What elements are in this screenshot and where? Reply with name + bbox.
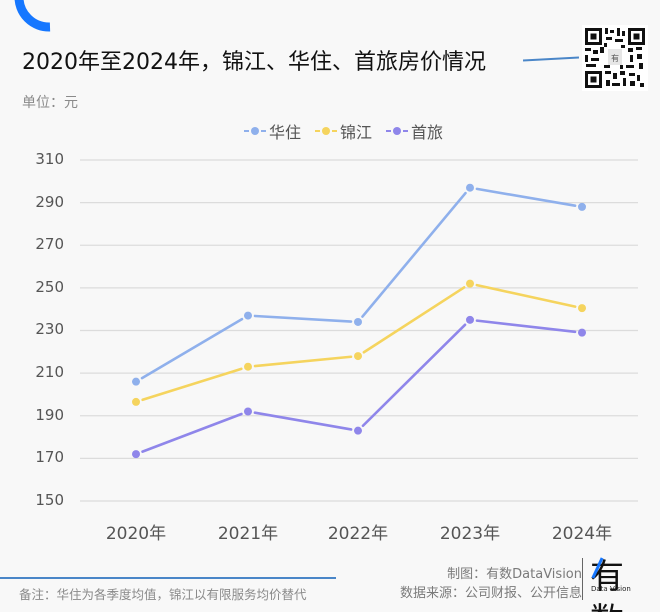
series-line — [141, 367, 243, 402]
data-point[interactable] — [578, 328, 586, 337]
data-point[interactable] — [466, 315, 474, 324]
y-tick: 250 — [35, 278, 64, 296]
data-point[interactable] — [466, 183, 474, 192]
y-tick: 290 — [35, 193, 64, 211]
x-tick: 2021年 — [217, 524, 279, 544]
decorative-arc — [14, 0, 51, 32]
legend-label: 锦江 — [340, 123, 373, 142]
series-line — [141, 412, 243, 453]
data-point[interactable] — [244, 362, 252, 371]
y-tick: 210 — [35, 363, 64, 381]
chart-legend: 华住 锦江 首旅 — [244, 119, 443, 143]
x-tick: 2023年 — [439, 524, 501, 544]
legend-item-huazhu[interactable]: 华住 — [244, 119, 301, 143]
data-point[interactable] — [354, 426, 362, 435]
data-point[interactable] — [466, 279, 474, 288]
legend-marker-icon — [386, 126, 409, 136]
series-line — [475, 187, 577, 208]
data-point[interactable] — [578, 202, 586, 211]
footer-rule — [0, 577, 336, 579]
series-line — [253, 314, 353, 323]
data-point[interactable] — [244, 407, 252, 416]
series-line — [475, 319, 577, 334]
x-tick: 2020年 — [105, 524, 167, 544]
logo-subtext: Data Vision — [591, 585, 631, 593]
chart-title: 2020年至2024年，锦江、华住、首旅房价情况 — [22, 50, 486, 75]
series-line — [362, 286, 466, 354]
data-source: 数据来源：公司财报、公开信息 — [399, 586, 582, 601]
series-line — [253, 355, 353, 368]
y-tick: 190 — [35, 406, 64, 424]
y-tick: 270 — [35, 235, 64, 253]
y-tick: 170 — [35, 448, 64, 466]
chart-credit: 制图：有数DataVision — [447, 567, 582, 582]
data-point[interactable] — [132, 397, 140, 406]
data-point[interactable] — [244, 311, 252, 320]
series-line — [361, 191, 467, 318]
legend-label: 华住 — [269, 123, 302, 142]
legend-item-shoulv[interactable]: 首旅 — [386, 119, 443, 143]
legend-label: 首旅 — [411, 123, 444, 142]
series-line — [475, 283, 577, 308]
y-tick: 310 — [35, 150, 64, 168]
x-tick: 2024年 — [551, 524, 613, 544]
legend-item-jinjiang[interactable]: 锦江 — [315, 119, 372, 143]
data-point[interactable] — [132, 450, 140, 459]
series-line — [140, 317, 244, 380]
svg-text:有: 有 — [611, 53, 619, 63]
series-line — [253, 411, 353, 431]
legend-marker-icon — [315, 126, 338, 136]
data-point[interactable] — [578, 304, 586, 313]
legend-marker-icon — [244, 126, 266, 136]
unit-label: 单位：元 — [22, 95, 78, 111]
series-line — [361, 323, 467, 428]
y-tick: 230 — [35, 320, 64, 338]
y-tick: 150 — [35, 491, 64, 509]
data-point[interactable] — [354, 352, 362, 361]
logo-text: 有数 — [590, 557, 624, 612]
qr-code-icon: 有 — [582, 25, 648, 91]
data-point[interactable] — [354, 317, 362, 326]
brand-logo: 有数 Data Vision — [590, 555, 654, 612]
logo-divider — [582, 558, 583, 600]
x-tick: 2022年 — [327, 524, 389, 544]
data-point[interactable] — [132, 377, 140, 386]
footnote: 备注：华住为各季度均值，锦江以有限服务均价替代 — [19, 587, 307, 602]
